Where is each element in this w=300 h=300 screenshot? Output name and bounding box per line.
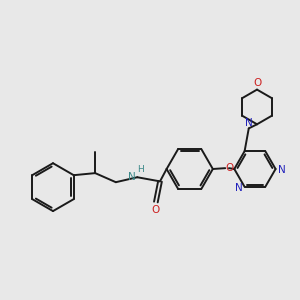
Text: O: O <box>152 205 160 215</box>
Text: H: H <box>137 165 144 174</box>
Text: O: O <box>253 78 261 88</box>
Text: N: N <box>278 165 285 175</box>
Text: N: N <box>235 183 243 193</box>
Text: N: N <box>128 172 136 182</box>
Text: N: N <box>245 118 253 128</box>
Text: O: O <box>226 163 234 173</box>
